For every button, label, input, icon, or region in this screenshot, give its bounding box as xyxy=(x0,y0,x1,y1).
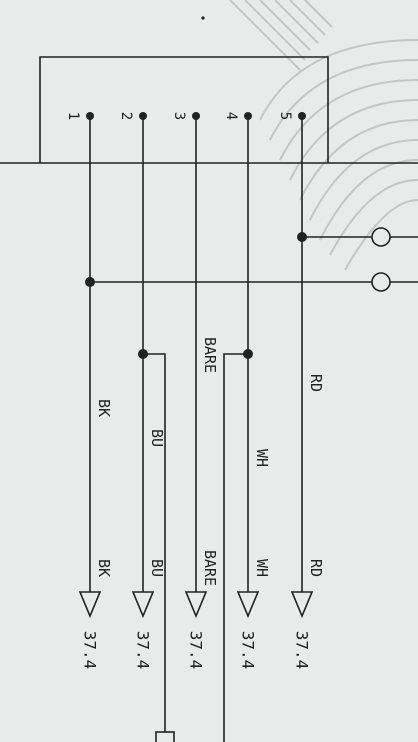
wire-label-lower-4: WH xyxy=(253,559,271,577)
terminal-arrow-5 xyxy=(290,591,314,619)
wire-label-upper-2: BU xyxy=(148,429,166,447)
terminal-label-2: 37.4 xyxy=(134,631,153,670)
terminal-arrow-2 xyxy=(131,591,155,619)
wire-label-lower-2: BU xyxy=(148,559,166,577)
terminal-arrow-3 xyxy=(184,591,208,619)
bu-branch-terminal xyxy=(155,731,175,742)
terminal-arrow-4 xyxy=(236,591,260,619)
pin-dot-3 xyxy=(192,112,200,120)
terminal-label-1: 37.4 xyxy=(81,631,100,670)
pin-dot-5 xyxy=(298,112,306,120)
wire-label-upper-4: WH xyxy=(253,449,271,467)
wh-branch-wire xyxy=(223,353,248,742)
pin-number-3: 3 xyxy=(171,112,187,120)
terminal-arrow-1 xyxy=(78,591,102,619)
open-terminal-lower xyxy=(371,272,391,292)
pin-dot-2 xyxy=(139,112,147,120)
pin-dot-1 xyxy=(86,112,94,120)
bu-branch-wire xyxy=(143,353,166,732)
terminal-label-5: 37.4 xyxy=(293,631,312,670)
wire-label-lower-5: RD xyxy=(307,559,325,577)
wire-label-upper-3: BARE xyxy=(201,337,219,373)
wire-label-lower-3: BARE xyxy=(201,550,219,586)
wire-label-upper-5: RD xyxy=(307,374,325,392)
wire-label-lower-1: BK xyxy=(95,559,113,577)
connector-body xyxy=(39,56,329,163)
pin-dot-4 xyxy=(244,112,252,120)
wires-layer: 1 BK BK 37.4 2 BU BU 37.4 3 BARE BARE 37.4 4 WH WH 37.4… xyxy=(65,112,325,669)
terminal-label-3: 37.4 xyxy=(187,631,206,670)
pin-number-5: 5 xyxy=(277,112,293,120)
open-terminal-upper xyxy=(371,227,391,247)
pin-number-2: 2 xyxy=(118,112,134,120)
wire-label-upper-1: BK xyxy=(95,399,113,417)
background-pattern xyxy=(229,0,418,271)
terminal-label-4: 37.4 xyxy=(239,631,258,670)
stray-dot xyxy=(201,16,205,20)
pin-number-4: 4 xyxy=(223,112,239,120)
pin-number-1: 1 xyxy=(65,112,81,120)
